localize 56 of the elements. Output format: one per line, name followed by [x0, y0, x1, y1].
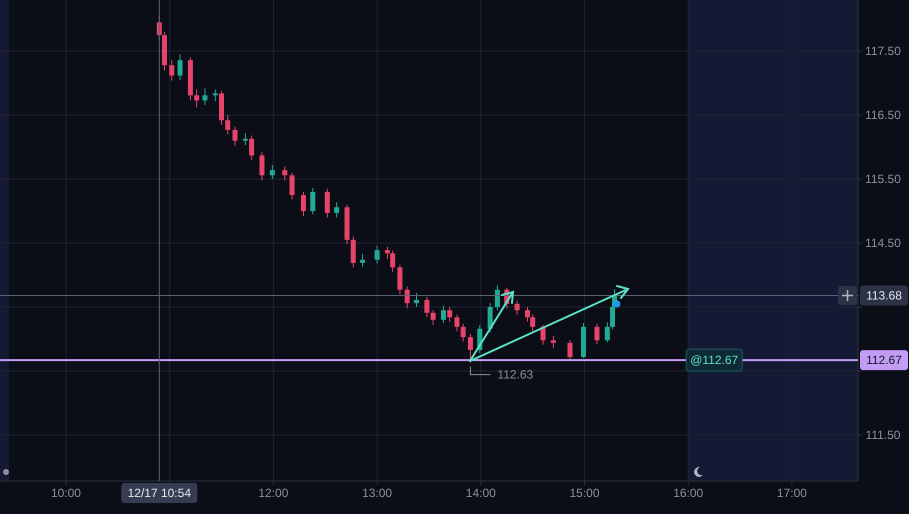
candlestick	[567, 340, 572, 361]
x-tick-label: 14:00	[466, 486, 496, 500]
candlestick	[447, 306, 452, 322]
candlestick	[440, 305, 446, 324]
candlestick	[397, 264, 402, 295]
candlestick	[350, 236, 356, 268]
candlestick	[494, 284, 500, 311]
candlestick	[178, 54, 183, 80]
candlestick	[212, 89, 218, 102]
x-tick-label: 12:00	[258, 486, 289, 500]
x-tick-label: 13:00	[362, 486, 392, 500]
y-tick-label: 116.50	[865, 108, 902, 122]
y-tick-label: 117.50	[865, 44, 902, 58]
candlestick	[324, 188, 330, 218]
x-tick-label: 15:00	[570, 486, 600, 500]
candlestick	[514, 300, 520, 316]
candlestick	[524, 306, 530, 322]
ref-line-label: 113.68	[866, 288, 902, 303]
y-tick-label: 114.50	[865, 236, 902, 250]
candlestick	[310, 188, 316, 215]
candlestick	[300, 191, 306, 217]
candlestick	[594, 323, 600, 345]
candlestick	[360, 253, 366, 268]
candlestick	[604, 322, 610, 343]
annotation: @112.67	[690, 353, 739, 368]
candlestick	[232, 126, 238, 146]
text: 12/17 10:54	[128, 486, 192, 500]
candlestick	[550, 335, 556, 348]
candlestick	[259, 152, 264, 181]
candlestick	[468, 333, 473, 364]
candlestick	[202, 88, 208, 106]
y-tick-label: 115.50	[865, 172, 902, 186]
y-tick-label: 111.50	[866, 428, 901, 442]
candlestick	[270, 164, 275, 180]
candlestick	[390, 250, 396, 272]
x-tick-label: 16:00	[673, 486, 704, 500]
candlestick	[225, 114, 230, 135]
candlestick	[488, 302, 493, 334]
candlestick	[249, 135, 254, 160]
candlestick	[384, 246, 390, 260]
candlestick	[424, 296, 430, 318]
annotation: 112.63	[497, 368, 534, 382]
candlestick	[530, 314, 536, 332]
candlestick	[454, 314, 460, 332]
candlestick	[430, 310, 436, 326]
candlestick	[169, 60, 174, 82]
ref-line-label: 112.67	[866, 353, 902, 368]
candlestick	[282, 166, 288, 181]
candlestick	[460, 323, 466, 342]
x-tick-label: 10:00	[50, 486, 82, 500]
candlestick	[374, 245, 380, 264]
candlestick	[290, 172, 295, 200]
candlestick	[334, 202, 340, 218]
candlestick	[194, 89, 200, 108]
candlestick	[414, 292, 420, 308]
x-tick-label: 17:00	[776, 486, 808, 500]
